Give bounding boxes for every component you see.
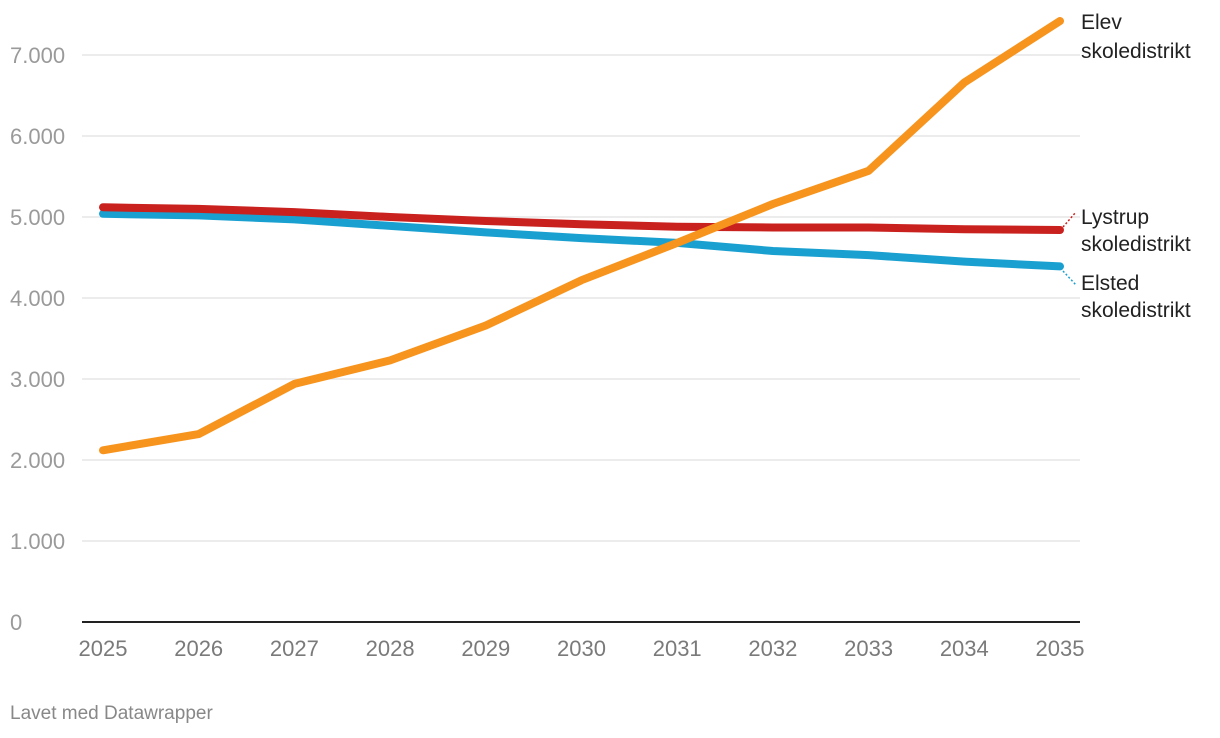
x-tick-label: 2034 [940,636,989,661]
x-tick-label: 2035 [1036,636,1085,661]
series-label: Lystrup [1081,206,1149,229]
y-tick-label: 6.000 [10,124,65,149]
y-tick-label: 7.000 [10,43,65,68]
label-connector [1062,270,1077,286]
label-connector [1062,211,1077,228]
x-tick-label: 2031 [653,636,702,661]
y-axis: 0 1.000 2.000 3.000 4.000 5.000 6.000 7.000 [10,43,65,635]
footer-credit: Lavet med Datawrapper [10,703,213,724]
x-tick-label: 2029 [461,636,510,661]
x-axis: 2025 2026 2027 2028 2029 2030 2031 2032 2033 2034… [79,621,1085,661]
x-tick-label: 2033 [844,636,893,661]
series-line-lystrup [99,203,1064,234]
y-tick-label: 4.000 [10,286,65,311]
series-line-elev [99,17,1064,455]
series-lines [99,17,1064,455]
series-label: Elsted [1081,272,1139,295]
series-line-elsted [99,209,1064,271]
x-tick-label: 2032 [748,636,797,661]
x-tick-label: 2028 [366,636,415,661]
y-tick-label: 3.000 [10,367,65,392]
gridlines [82,54,1080,542]
y-tick-label: 1.000 [10,529,65,554]
series-label: skoledistrikt [1081,299,1191,322]
y-tick-label: 5.000 [10,205,65,230]
series-label: skoledistrikt [1081,233,1191,256]
series-label: Elev [1081,11,1122,34]
x-tick-label: 2030 [557,636,606,661]
x-tick-label: 2026 [174,636,223,661]
x-tick-label: 2025 [79,636,128,661]
series-labels: Elev skoledistrikt Lystrup skoledistrikt Els… [1062,11,1191,322]
series-label: skoledistrikt [1081,40,1191,63]
y-tick-label: 2.000 [10,448,65,473]
y-tick-label: 0 [10,610,22,635]
x-tick-label: 2027 [270,636,319,661]
